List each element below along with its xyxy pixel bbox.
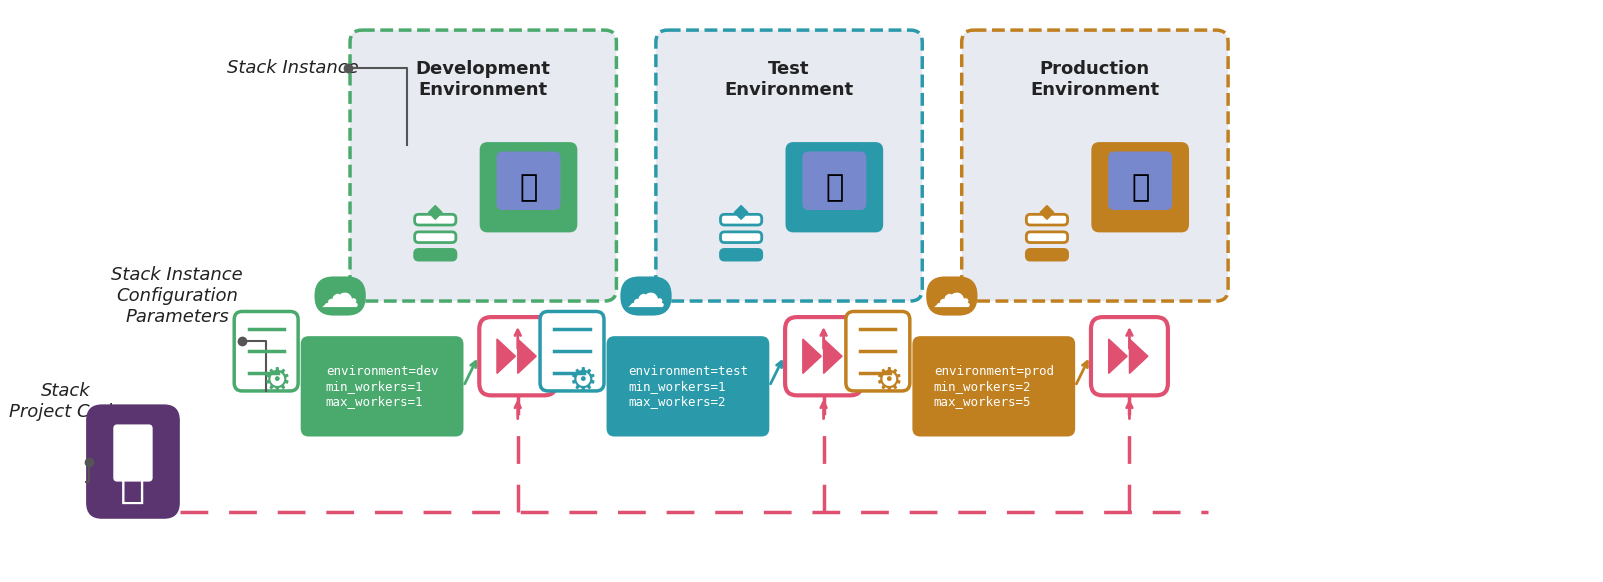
Text: ⚙: ⚙ bbox=[875, 366, 904, 397]
Text: ☁: ☁ bbox=[931, 276, 971, 316]
Text: Production
Environment: Production Environment bbox=[1031, 60, 1159, 99]
Polygon shape bbox=[1130, 339, 1148, 374]
Text: environment=dev
min_workers=1
max_workers=1: environment=dev min_workers=1 max_worker… bbox=[325, 365, 438, 408]
Text: ☁: ☁ bbox=[627, 276, 665, 316]
FancyBboxPatch shape bbox=[803, 151, 866, 210]
Polygon shape bbox=[428, 205, 442, 219]
FancyBboxPatch shape bbox=[606, 336, 769, 436]
FancyBboxPatch shape bbox=[234, 311, 298, 391]
FancyBboxPatch shape bbox=[1092, 317, 1169, 395]
FancyBboxPatch shape bbox=[415, 250, 455, 260]
FancyBboxPatch shape bbox=[114, 424, 152, 481]
FancyBboxPatch shape bbox=[301, 336, 463, 436]
Polygon shape bbox=[1040, 205, 1053, 219]
Text: environment=test
min_workers=1
max_workers=2: environment=test min_workers=1 max_worke… bbox=[628, 365, 749, 408]
Text: Stack Instance
Configuration
Parameters: Stack Instance Configuration Parameters bbox=[112, 266, 244, 326]
Polygon shape bbox=[497, 339, 516, 374]
Text: ☁: ☁ bbox=[321, 276, 361, 316]
FancyBboxPatch shape bbox=[912, 336, 1076, 436]
Text: 🖥: 🖥 bbox=[519, 173, 537, 202]
Text: environment=prod
min_workers=2
max_workers=5: environment=prod min_workers=2 max_worke… bbox=[935, 365, 1053, 408]
FancyBboxPatch shape bbox=[497, 151, 561, 210]
FancyBboxPatch shape bbox=[720, 250, 761, 260]
FancyBboxPatch shape bbox=[1026, 232, 1068, 243]
Text: Stack Instance: Stack Instance bbox=[226, 59, 359, 77]
FancyBboxPatch shape bbox=[1026, 214, 1068, 225]
Text: ⚙: ⚙ bbox=[263, 366, 292, 397]
Polygon shape bbox=[803, 339, 821, 374]
Polygon shape bbox=[518, 339, 537, 374]
Polygon shape bbox=[824, 339, 842, 374]
FancyBboxPatch shape bbox=[540, 311, 604, 391]
FancyBboxPatch shape bbox=[846, 311, 911, 391]
FancyBboxPatch shape bbox=[479, 317, 556, 395]
Text: 🖥: 🖥 bbox=[1132, 173, 1149, 202]
Text: ⛅: ⛅ bbox=[120, 463, 146, 505]
Text: Test
Environment: Test Environment bbox=[725, 60, 854, 99]
FancyBboxPatch shape bbox=[1026, 250, 1068, 260]
FancyBboxPatch shape bbox=[349, 30, 617, 301]
FancyBboxPatch shape bbox=[962, 30, 1228, 301]
FancyBboxPatch shape bbox=[785, 317, 862, 395]
Text: ⚙: ⚙ bbox=[569, 366, 598, 397]
Polygon shape bbox=[1109, 339, 1127, 374]
FancyBboxPatch shape bbox=[620, 276, 672, 315]
Text: Stack
Project Code: Stack Project Code bbox=[10, 382, 123, 421]
FancyBboxPatch shape bbox=[927, 276, 978, 315]
FancyBboxPatch shape bbox=[1108, 151, 1172, 210]
FancyBboxPatch shape bbox=[720, 232, 761, 243]
FancyBboxPatch shape bbox=[720, 214, 761, 225]
FancyBboxPatch shape bbox=[415, 214, 455, 225]
FancyBboxPatch shape bbox=[415, 232, 455, 243]
FancyBboxPatch shape bbox=[785, 142, 883, 232]
Text: 🖥: 🖥 bbox=[826, 173, 843, 202]
FancyBboxPatch shape bbox=[314, 276, 365, 315]
FancyBboxPatch shape bbox=[656, 30, 922, 301]
Text: Development
Environment: Development Environment bbox=[415, 60, 551, 99]
FancyBboxPatch shape bbox=[87, 404, 180, 519]
FancyBboxPatch shape bbox=[479, 142, 577, 232]
FancyBboxPatch shape bbox=[1092, 142, 1189, 232]
Polygon shape bbox=[734, 205, 749, 219]
